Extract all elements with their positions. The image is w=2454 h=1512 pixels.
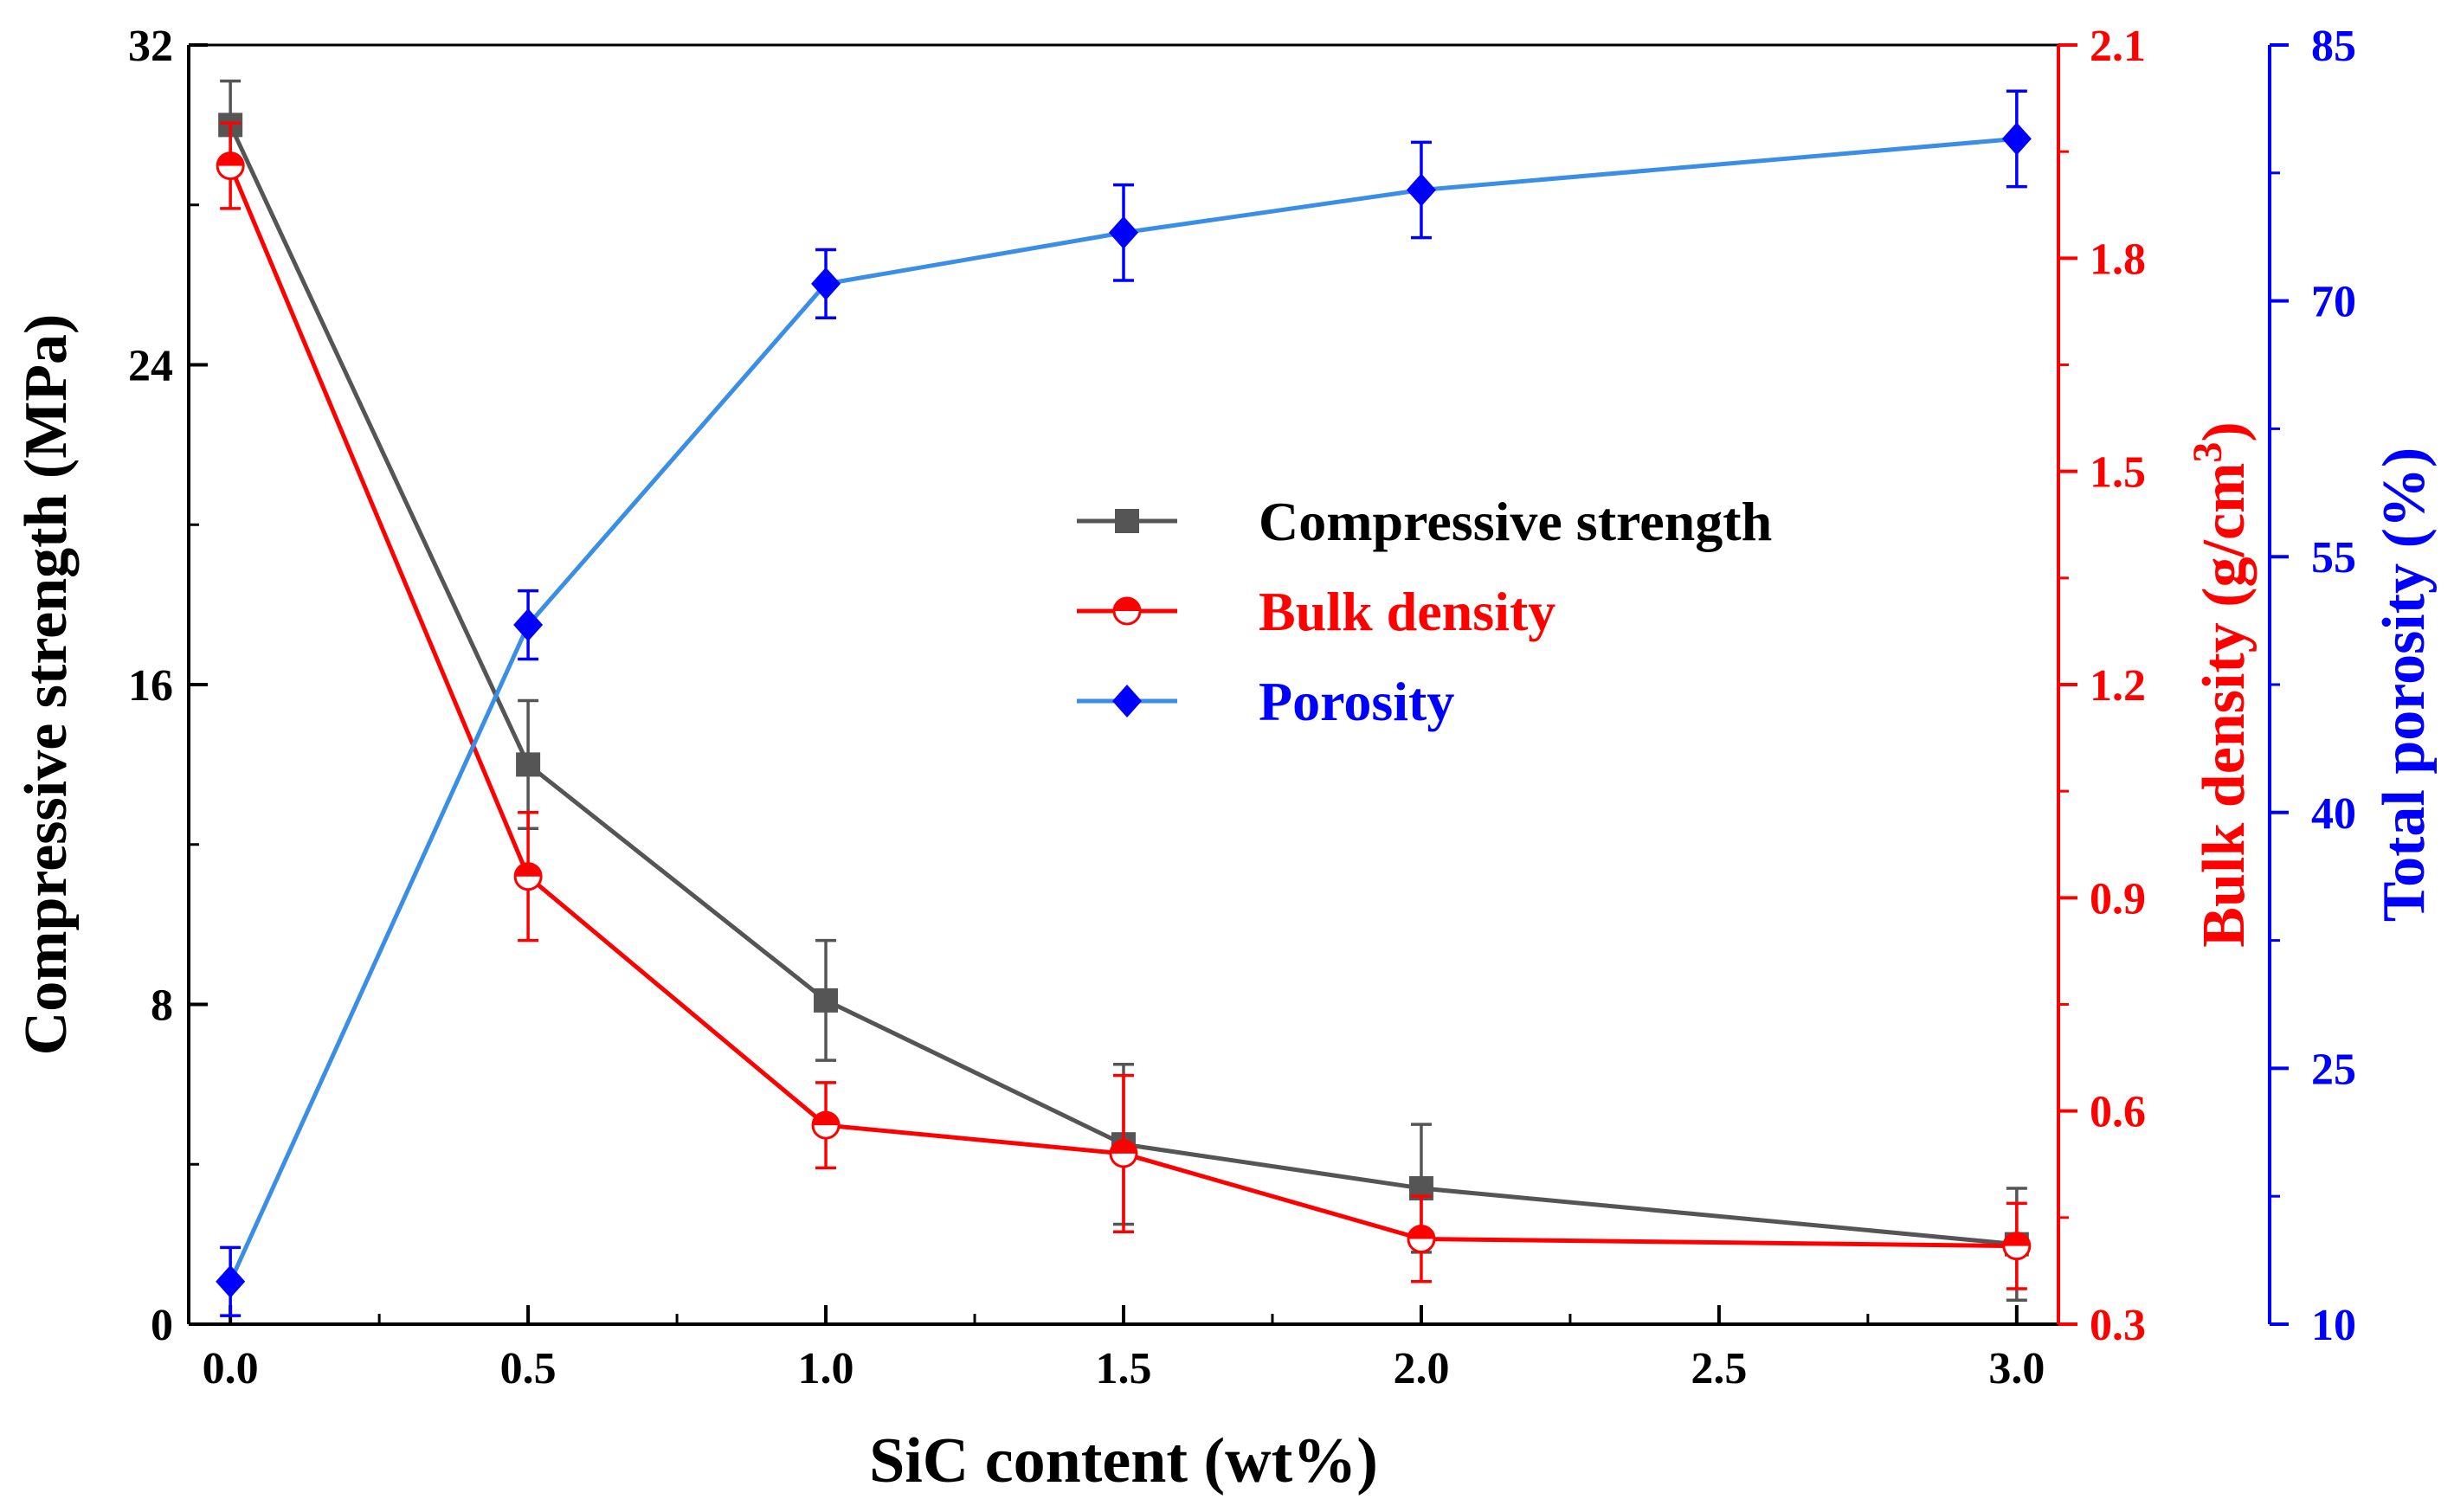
far-right-y-tick-label: 40	[2311, 789, 2356, 839]
x-tick-label: 3.0	[1988, 1344, 2045, 1393]
left-y-tick-label: 32	[128, 22, 173, 71]
right-y-tick-label: 2.1	[2090, 22, 2146, 71]
x-tick-label: 1.5	[1096, 1344, 1152, 1393]
square-marker-shape	[814, 988, 839, 1013]
x-tick-label: 1.0	[798, 1344, 854, 1393]
data-point-porosity	[811, 267, 841, 300]
x-tick-label: 0.0	[203, 1344, 259, 1393]
diamond-marker-shape	[1109, 216, 1138, 249]
data-point-porosity	[1406, 173, 1436, 207]
left-y-ticks: 0 8 16 24 32	[128, 22, 208, 1350]
legend-label: Bulk density	[1259, 581, 1555, 642]
right-y-tick-label: 0.9	[2090, 874, 2146, 923]
right-y-tick-label: 0.6	[2090, 1088, 2146, 1137]
data-point-bulk-density	[513, 862, 543, 891]
x-ticks: 0.0 0.5 1.0 1.5 2.0 2.5 3.0	[203, 1305, 2045, 1393]
x-tick-label: 0.5	[500, 1344, 557, 1393]
data-point-porosity	[513, 608, 544, 642]
diamond-marker-shape	[811, 267, 841, 300]
data-point-porosity	[1109, 216, 1138, 249]
legend-marker	[1115, 509, 1139, 533]
right-y-ticks: 0.3 0.6 0.9 1.2 1.5 1.8 2.1	[2058, 22, 2146, 1350]
half-circle-marker-fill	[1114, 598, 1140, 611]
half-circle-marker-fill	[813, 1112, 840, 1126]
x-tick-label: 2.5	[1691, 1344, 1747, 1393]
far-right-y-ticks: 10 25 40 55 70 85	[2270, 22, 2356, 1350]
series-line-bulk-density	[228, 164, 2017, 1249]
legend-label: Porosity	[1259, 671, 1454, 732]
x-tick-label: 2.0	[1393, 1344, 1449, 1393]
far-right-y-tick-label: 55	[2311, 533, 2356, 582]
diamond-marker-shape	[1406, 173, 1436, 207]
right-y-axis-label-end: )	[2191, 421, 2258, 441]
x-axis-label: SiC content (wt%)	[869, 1425, 1378, 1496]
diamond-marker-shape	[216, 1264, 246, 1298]
data-point-bulk-density	[1407, 1224, 1436, 1253]
right-y-axis-label-superscript: 3	[2185, 442, 2231, 463]
data-point-bulk-density	[811, 1110, 841, 1140]
legend-label: Compressive strength	[1259, 491, 1772, 552]
half-circle-marker-fill	[1407, 1226, 1434, 1239]
legend-marker	[1112, 685, 1142, 717]
legend-item-compressive-strength: Compressive strength	[1077, 491, 1772, 552]
far-right-y-tick-label: 10	[2311, 1301, 2356, 1350]
series-bulk-density	[216, 121, 2032, 1290]
series-line-compressive-strength	[228, 124, 2018, 1247]
right-y-axis-label: Bulk density (g/cm3)	[2185, 421, 2258, 947]
right-y-tick-label: 1.8	[2090, 235, 2146, 284]
far-right-y-tick-label: 85	[2311, 22, 2356, 71]
diamond-marker-shape	[1112, 685, 1142, 717]
left-y-tick-label: 0	[151, 1301, 173, 1350]
series-porosity	[216, 89, 2032, 1317]
half-circle-marker-fill	[217, 152, 244, 166]
legend-marker	[1112, 596, 1142, 626]
data-point-bulk-density	[1109, 1139, 1138, 1168]
legend: Compressive strength Bulk density Porosity	[1077, 491, 1772, 732]
half-circle-marker-fill	[515, 863, 542, 877]
data-point-porosity	[2001, 122, 2032, 156]
square-marker-shape	[516, 752, 541, 777]
half-circle-marker-fill	[1111, 1140, 1137, 1154]
square-marker-shape	[1115, 509, 1139, 533]
legend-item-porosity: Porosity	[1077, 671, 1454, 732]
half-circle-marker-fill	[2003, 1232, 2030, 1246]
right-y-tick-label: 0.3	[2090, 1301, 2146, 1350]
series-line-porosity	[228, 136, 2018, 1283]
right-y-tick-label: 1.2	[2090, 661, 2146, 711]
data-point-porosity	[216, 1264, 246, 1298]
far-right-y-tick-label: 25	[2311, 1045, 2356, 1094]
legend-item-bulk-density: Bulk density	[1077, 581, 1555, 642]
left-y-tick-label: 16	[128, 661, 173, 711]
data-point-bulk-density	[216, 151, 245, 181]
far-right-y-tick-label: 70	[2311, 278, 2356, 327]
right-y-tick-label: 1.5	[2090, 448, 2146, 498]
data-point-compressive-strength	[814, 988, 839, 1013]
axes-group: 0.0 0.5 1.0 1.5 2.0 2.5 3.0 SiC content (wt%) 0 8…	[13, 22, 2438, 1496]
left-y-axis-label: Compressive strength (MPa)	[13, 314, 80, 1056]
data-point-bulk-density	[2002, 1232, 2032, 1261]
right-y-axis-label-main: Bulk density (g/cm	[2191, 463, 2258, 948]
far-right-y-axis-label: Total porosity (%)	[2371, 447, 2438, 922]
diamond-marker-shape	[2001, 122, 2032, 156]
left-y-tick-label: 24	[128, 342, 173, 391]
diamond-marker-shape	[513, 608, 544, 642]
left-y-tick-label: 8	[151, 981, 173, 1031]
data-point-compressive-strength	[516, 752, 541, 777]
